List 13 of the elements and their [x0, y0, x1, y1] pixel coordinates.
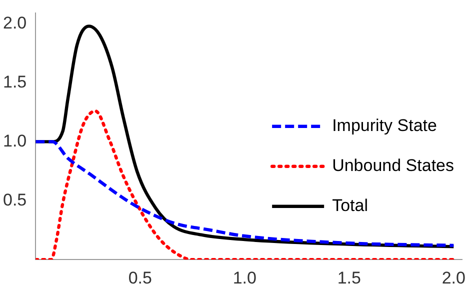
y-tick-label: 1.0	[2, 131, 27, 150]
x-tick-label: 1.0	[232, 268, 256, 288]
y-tick-label: 2.0	[2, 14, 27, 32]
legend-label: Total	[332, 196, 368, 216]
y-tick-label: 0.5	[2, 190, 27, 210]
line-series	[36, 140, 456, 248]
x-tick-label: 0.5	[128, 268, 152, 288]
y-tick-label: 1.5	[2, 72, 27, 92]
line-series	[36, 109, 456, 260]
legend-label: Unbound States	[332, 156, 454, 176]
x-tick-label: 1.5	[337, 268, 361, 288]
x-tick-label: 2.0	[442, 268, 466, 288]
legend-label: Impurity State	[332, 116, 437, 136]
